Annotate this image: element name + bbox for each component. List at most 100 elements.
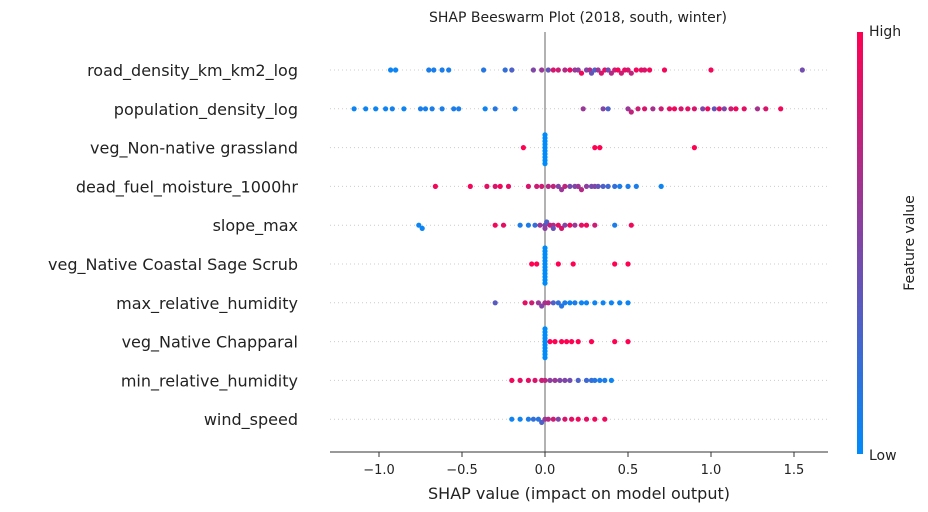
data-point [691,106,698,112]
x-tick-label: 1.0 [701,463,722,478]
data-point [647,67,653,73]
data-point [509,416,515,422]
data-point [426,67,432,73]
data-point [575,67,581,73]
data-point [552,377,558,383]
data-point [708,67,714,73]
x-tick-label: −1.0 [363,463,395,478]
x-axis-ticks: −1.0 −0.5 0.0 0.5 1.0 1.5 [363,452,804,478]
data-point [534,183,540,189]
data-point [578,70,585,76]
data-point [431,67,437,73]
data-point [534,261,540,267]
data-point [642,106,648,112]
x-tick-label: 1.5 [784,463,805,478]
data-point [633,67,639,73]
data-point [592,145,598,151]
data-point [492,183,498,189]
data-point [557,377,563,383]
data-point [555,67,561,73]
data-point [799,67,805,73]
data-point [419,225,425,231]
data-point [608,377,615,383]
data-point [578,222,585,228]
x-tick-label: −0.5 [446,463,478,478]
data-point [716,106,722,112]
data-point [517,377,523,383]
data-point [583,300,590,306]
data-point [575,416,581,422]
data-point [552,339,558,345]
data-point [595,183,601,189]
data-point [525,416,532,422]
data-point [578,300,585,306]
data-point [625,300,631,306]
data-point [530,416,537,422]
data-point [545,183,551,189]
data-point [605,106,611,112]
data-point [555,300,561,306]
data-point [592,377,598,383]
feature-label: wind_speed [204,410,298,430]
data-point [678,106,684,112]
data-point [467,183,473,189]
data-point [484,183,490,189]
data-point [608,300,615,306]
data-point [733,106,739,112]
data-point [555,416,561,422]
x-axis-label: SHAP value (impact on model output) [428,484,730,503]
data-point [661,67,668,73]
data-point [529,261,535,267]
data-point [509,377,515,383]
data-point [580,106,586,112]
data-point [535,300,542,306]
data-point [517,416,523,422]
data-point [505,183,512,189]
data-point [741,106,747,112]
colorbar-low-label: Low [869,448,897,464]
data-point [500,222,507,228]
data-point [625,339,631,345]
data-point [401,106,407,112]
data-point [522,300,528,306]
data-point [530,67,537,73]
data-point [492,300,498,306]
data-point [600,183,606,189]
chart-title: SHAP Beeswarm Plot (2018, south, winter) [429,10,727,26]
data-point [559,303,565,309]
data-point [555,261,561,267]
data-point [617,300,623,306]
data-point [617,183,623,189]
data-point [542,377,548,383]
data-point [605,67,611,73]
data-point [592,222,598,228]
data-point [517,222,523,228]
data-point [628,109,634,115]
data-point [625,106,631,112]
data-point [567,300,573,306]
feature-label: road_density_km_km2_log [87,61,298,81]
feature-label: max_relative_humidity [116,294,298,314]
data-point [602,377,608,383]
data-point [575,183,581,189]
data-point [429,106,435,112]
data-point [569,339,575,345]
data-point [550,416,556,422]
data-point [592,300,598,306]
feature-label: veg_Native Coastal Sage Scrub [48,255,298,275]
colorbar [857,32,863,454]
data-point [446,67,452,73]
data-point [570,261,576,267]
data-point [492,222,498,228]
data-point [542,355,548,361]
data-point [728,106,734,112]
data-point [711,106,717,112]
data-point [598,70,605,76]
data-point [525,183,532,189]
data-point [559,187,565,193]
data-point [575,377,581,383]
data-point [612,222,618,228]
data-point [559,339,565,345]
data-point [562,416,568,422]
data-point [555,222,561,228]
